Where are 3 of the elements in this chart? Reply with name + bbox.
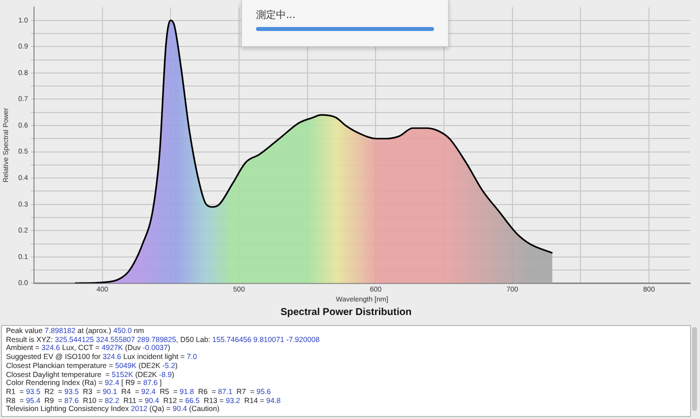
progress-dialog: 測定中... xyxy=(241,0,449,47)
text: Spectral Power Distribution xyxy=(280,306,412,318)
annotation: 測定中... xyxy=(256,8,296,22)
